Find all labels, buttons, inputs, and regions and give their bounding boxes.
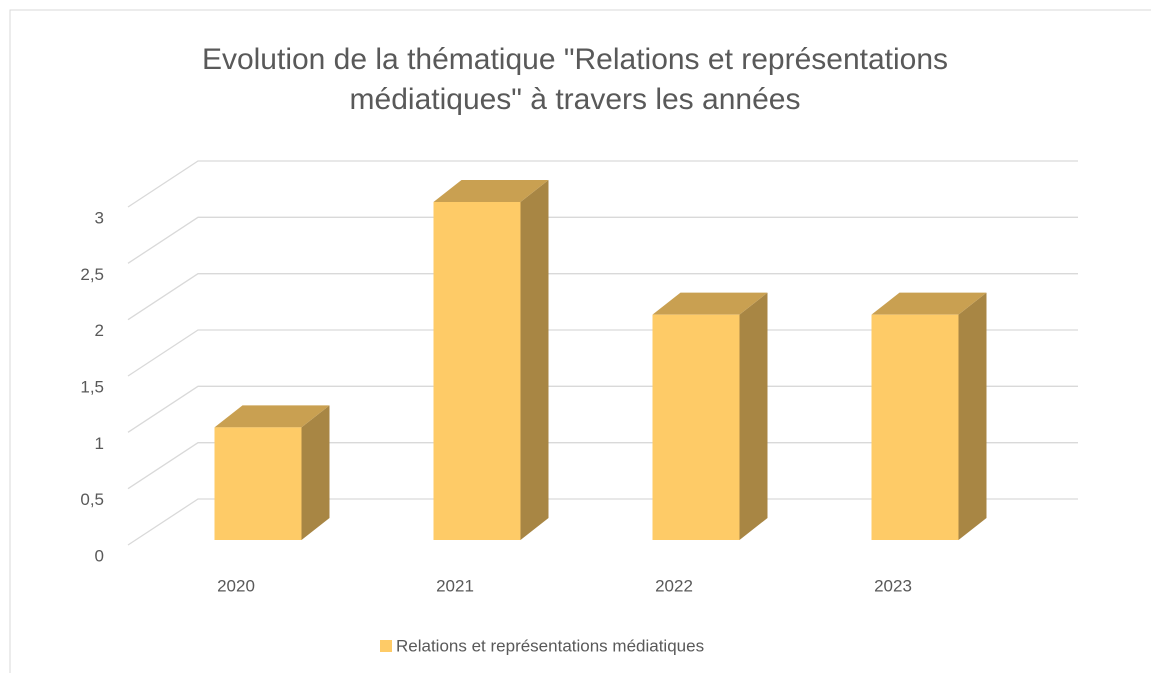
bar <box>214 427 302 540</box>
bar-side <box>520 180 549 540</box>
bar <box>871 314 959 540</box>
bar-side <box>958 292 987 540</box>
bar-side <box>301 405 330 540</box>
y-tick-label: 1 <box>95 434 104 453</box>
x-tick-label: 2020 <box>217 576 255 595</box>
x-tick-label: 2021 <box>436 576 474 595</box>
y-tick-label: 1,5 <box>80 377 104 396</box>
bar-top <box>652 292 768 315</box>
bar <box>652 314 740 540</box>
y-tick-label: 0 <box>95 546 104 565</box>
bar-top <box>871 292 987 315</box>
bar-top <box>433 180 549 202</box>
grid-line <box>127 216 1078 264</box>
grid-line <box>127 442 1078 490</box>
chart-title: Evolution de la thématique "Relations et… <box>201 43 949 116</box>
grid-line <box>127 273 1078 321</box>
grid-line <box>127 498 1078 546</box>
grid-line <box>127 329 1078 377</box>
legend-swatch <box>380 640 392 652</box>
grid-line <box>127 160 1078 208</box>
bar <box>433 202 521 540</box>
bar-top <box>214 405 330 428</box>
x-tick-label: 2022 <box>655 576 693 595</box>
y-tick-label: 0,5 <box>80 490 104 509</box>
grid-line <box>127 385 1078 433</box>
y-tick-label: 2,5 <box>80 265 104 284</box>
chart-border <box>9 9 1151 673</box>
bar-side <box>739 292 768 540</box>
y-tick-label: 3 <box>95 208 104 227</box>
legend-label: Relations et représentations médiatiques <box>396 636 704 655</box>
y-tick-label: 2 <box>95 321 104 340</box>
x-tick-label: 2023 <box>874 576 912 595</box>
